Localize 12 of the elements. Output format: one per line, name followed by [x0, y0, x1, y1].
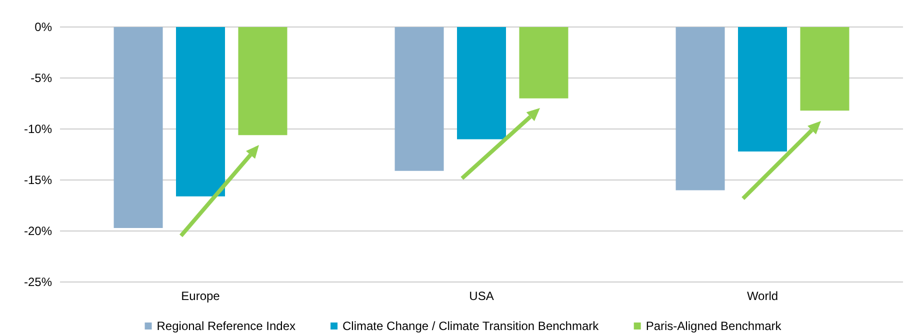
y-tick-label: -15%: [24, 173, 52, 187]
y-tick-label: -5%: [30, 71, 52, 85]
y-tick-label: -25%: [24, 275, 52, 289]
y-tick-label: -20%: [24, 224, 52, 238]
x-tick-label: World: [746, 289, 778, 303]
x-tick-label: Europe: [181, 289, 220, 303]
x-tick-label: USA: [469, 289, 494, 303]
y-tick-label: 0%: [34, 20, 52, 34]
y-tick-label: -10%: [24, 122, 52, 136]
legend-label: Climate Change / Climate Transition Benchmark: [342, 319, 600, 333]
legend-label: Paris-Aligned Benchmark: [646, 319, 782, 333]
legend-label: Regional Reference Index: [156, 319, 296, 333]
